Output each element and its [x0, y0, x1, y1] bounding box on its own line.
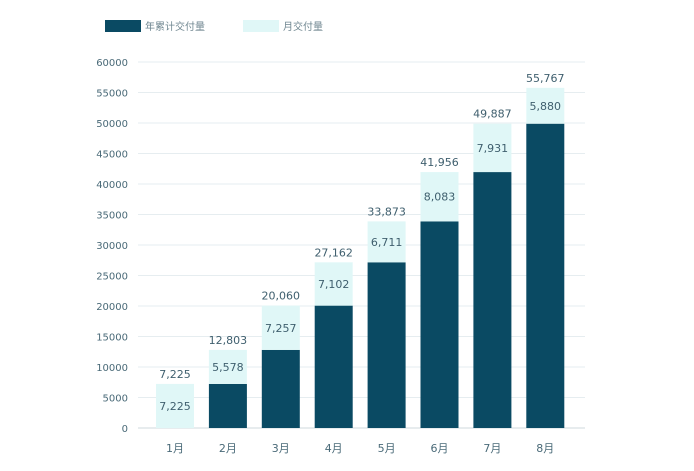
legend-swatch-1: [243, 20, 279, 32]
x-tick-label: 3月: [272, 442, 290, 455]
x-tick-label: 7月: [483, 442, 501, 455]
bar-cumulative: [526, 123, 565, 428]
bar-monthly: [367, 221, 406, 263]
monthly-value-label: 5,880: [530, 100, 562, 113]
y-tick-label: 0: [122, 424, 128, 435]
monthly-value-label: 6,711: [371, 236, 403, 249]
y-tick-label: 15000: [96, 333, 128, 344]
legend-label-1: 月交付量: [283, 20, 323, 33]
total-value-label: 41,956: [420, 156, 459, 169]
gridlines: [138, 61, 585, 398]
y-tick-label: 30000: [96, 241, 128, 252]
y-tick-label: 25000: [96, 272, 128, 283]
y-tick-label: 40000: [96, 180, 128, 191]
bar-monthly: [208, 349, 247, 384]
monthly-value-label: 7,931: [477, 142, 509, 155]
total-value-label: 49,887: [473, 108, 512, 121]
bar-monthly: [314, 262, 353, 306]
y-tick-label: 60000: [96, 58, 128, 69]
total-value-label: 33,873: [367, 205, 406, 218]
legend: 年累计交付量 月交付量: [105, 20, 323, 33]
bar-monthly: [473, 123, 512, 173]
monthly-value-label: 7,225: [159, 400, 191, 413]
x-tick-label: 5月: [378, 442, 396, 455]
bar-cumulative: [367, 262, 406, 428]
y-tick-label: 10000: [96, 363, 128, 374]
x-tick-label: 2月: [219, 442, 237, 455]
bar-cumulative: [473, 172, 512, 428]
total-value-label: 7,225: [159, 368, 191, 381]
total-value-label: 55,767: [526, 72, 565, 85]
bar-monthly: [156, 383, 194, 428]
x-tick-label: 4月: [325, 442, 343, 455]
bar-monthly: [261, 305, 300, 350]
bar-cumulative: [314, 305, 353, 428]
y-tick-label: 55000: [96, 89, 128, 100]
y-tick-label: 50000: [96, 119, 128, 130]
bar-monthly: [526, 87, 565, 124]
legend-label-0: 年累计交付量: [145, 20, 205, 33]
bars: [156, 87, 565, 428]
monthly-value-label: 7,102: [318, 278, 350, 291]
bar-monthly: [420, 172, 459, 222]
legend-swatch-0: [105, 20, 141, 32]
x-tick-label: 8月: [536, 442, 554, 455]
x-tick-label: 1月: [166, 442, 184, 455]
y-tick-label: 20000: [96, 302, 128, 313]
data-labels: 7,225 7,225 5,578 12,803 7,257 20,060 7,102 27,…: [159, 72, 564, 413]
bar-cumulative: [208, 383, 247, 428]
monthly-value-label: 5,578: [212, 361, 244, 374]
x-axis: 1月 2月 3月 4月 5月 6月 7月 8月: [166, 442, 554, 455]
bar-cumulative: [420, 221, 459, 428]
y-tick-label: 35000: [96, 211, 128, 222]
total-value-label: 27,162: [314, 246, 353, 259]
monthly-value-label: 7,257: [265, 322, 297, 335]
total-value-label: 20,060: [262, 290, 301, 303]
total-value-label: 12,803: [209, 334, 248, 347]
x-tick-label: 6月: [431, 442, 449, 455]
y-tick-label: 45000: [96, 150, 128, 161]
bar-cumulative: [261, 349, 300, 428]
y-tick-label: 5000: [103, 394, 128, 405]
monthly-value-label: 8,083: [424, 191, 456, 204]
